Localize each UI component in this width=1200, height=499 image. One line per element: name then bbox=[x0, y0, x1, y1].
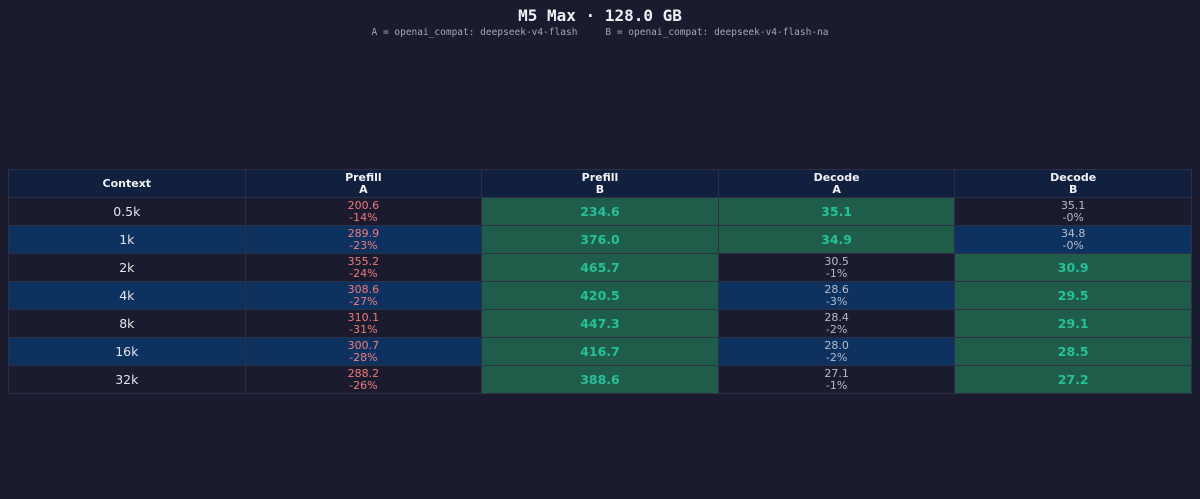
cell-delta: -14% bbox=[349, 210, 378, 224]
context-cell: 16k bbox=[8, 337, 246, 366]
cell-delta: -26% bbox=[349, 378, 378, 392]
context-cell: 0.5k bbox=[8, 197, 246, 226]
column-header-label: Prefill bbox=[581, 170, 619, 184]
context-cell: 2k bbox=[8, 253, 246, 282]
table-row: 32k 288.2 -26% 388.6 27.1 -1% 27.2 bbox=[8, 365, 1192, 394]
cell-delta: -31% bbox=[349, 322, 378, 336]
prefill-b-cell: 376.0 bbox=[481, 225, 719, 254]
column-header-sublabel: A bbox=[832, 182, 841, 196]
decode-a-cell: 28.0 -2% bbox=[717, 337, 956, 366]
prefill-a-cell: 355.2 -24% bbox=[244, 253, 483, 282]
prefill-a-cell: 300.7 -28% bbox=[244, 337, 483, 366]
decode-a-cell: 27.1 -1% bbox=[717, 365, 956, 394]
prefill-b-cell: 420.5 bbox=[481, 281, 719, 310]
column-header-prefill-a: Prefill A bbox=[244, 169, 483, 198]
cell-delta: -0% bbox=[1062, 210, 1084, 224]
column-header-prefill-b: Prefill B bbox=[481, 169, 719, 198]
cell-value: 200.6 bbox=[347, 198, 380, 212]
column-header-sublabel: A bbox=[359, 182, 368, 196]
prefill-b-cell: 234.6 bbox=[481, 197, 719, 226]
table-row: 2k 355.2 -24% 465.7 30.5 -1% 30.9 bbox=[8, 253, 1192, 282]
prefill-a-cell: 310.1 -31% bbox=[244, 309, 483, 338]
decode-b-cell: 30.9 bbox=[954, 253, 1192, 282]
context-cell: 8k bbox=[8, 309, 246, 338]
table-row: 1k 289.9 -23% 376.0 34.9 34.8 -0% bbox=[8, 225, 1192, 254]
decode-b-cell: 29.5 bbox=[954, 281, 1192, 310]
cell-delta: -24% bbox=[349, 266, 378, 280]
cell-value: 35.1 bbox=[1060, 198, 1086, 212]
context-cell: 4k bbox=[8, 281, 246, 310]
column-header-sublabel: B bbox=[595, 182, 605, 196]
decode-a-cell: 28.6 -3% bbox=[717, 281, 956, 310]
benchmark-table: Context Prefill A Prefill B Decode A Decode B 0.… bbox=[8, 169, 1192, 394]
decode-b-cell: 29.1 bbox=[954, 309, 1192, 338]
decode-b-cell: 35.1 -0% bbox=[954, 197, 1192, 226]
context-cell: 32k bbox=[8, 365, 246, 394]
decode-a-cell: 34.9 bbox=[717, 225, 956, 254]
cell-delta: -1% bbox=[825, 266, 848, 280]
cell-delta: -2% bbox=[825, 322, 848, 336]
cell-value: 30.5 bbox=[824, 254, 849, 268]
column-header-context: Context bbox=[8, 169, 246, 198]
cell-value: 34.8 bbox=[1060, 226, 1086, 240]
prefill-b-cell: 465.7 bbox=[481, 253, 719, 282]
column-header-label: Context bbox=[102, 176, 152, 190]
cell-delta: -1% bbox=[825, 378, 848, 392]
page-title: M5 Max · 128.0 GB bbox=[518, 6, 682, 25]
decode-b-cell: 28.5 bbox=[954, 337, 1192, 366]
cell-value: 288.2 bbox=[347, 366, 380, 380]
cell-delta: -3% bbox=[825, 294, 848, 308]
table-row: 4k 308.6 -27% 420.5 28.6 -3% 29.5 bbox=[8, 281, 1192, 310]
table-row: 8k 310.1 -31% 447.3 28.4 -2% 29.1 bbox=[8, 309, 1192, 338]
column-header-decode-b: Decode B bbox=[954, 169, 1192, 198]
cell-delta: -27% bbox=[349, 294, 378, 308]
cell-delta: -0% bbox=[1062, 238, 1084, 252]
prefill-a-cell: 288.2 -26% bbox=[244, 365, 483, 394]
prefill-b-cell: 388.6 bbox=[481, 365, 719, 394]
table-body: 0.5k 200.6 -14% 234.6 35.1 35.1 -0% 1k 289.9 -23%… bbox=[8, 197, 1192, 394]
column-header-decode-a: Decode A bbox=[717, 169, 956, 198]
cell-value: 28.6 bbox=[824, 282, 849, 296]
cell-delta: -2% bbox=[825, 350, 848, 364]
legend-a: A = openai_compat: deepseek-v4-flash bbox=[371, 27, 578, 38]
cell-value: 28.0 bbox=[824, 338, 849, 352]
column-header-label: Prefill bbox=[345, 170, 382, 184]
header-row: Context Prefill A Prefill B Decode A Decode B bbox=[8, 169, 1192, 198]
decode-b-cell: 34.8 -0% bbox=[954, 225, 1192, 254]
context-cell: 1k bbox=[8, 225, 246, 254]
prefill-b-cell: 447.3 bbox=[481, 309, 719, 338]
table-row: 0.5k 200.6 -14% 234.6 35.1 35.1 -0% bbox=[8, 197, 1192, 226]
column-header-label: Decode bbox=[1050, 170, 1097, 184]
prefill-a-cell: 289.9 -23% bbox=[244, 225, 483, 254]
cell-value: 28.4 bbox=[824, 310, 849, 324]
cell-value: 27.1 bbox=[824, 366, 849, 380]
cell-value: 300.7 bbox=[347, 338, 380, 352]
cell-value: 355.2 bbox=[347, 254, 380, 268]
column-header-sublabel: B bbox=[1068, 182, 1078, 196]
prefill-a-cell: 200.6 -14% bbox=[244, 197, 483, 226]
cell-delta: -23% bbox=[349, 238, 378, 252]
cell-value: 289.9 bbox=[347, 226, 380, 240]
cell-value: 308.6 bbox=[347, 282, 380, 296]
column-header-label: Decode bbox=[813, 170, 860, 184]
prefill-a-cell: 308.6 -27% bbox=[244, 281, 483, 310]
table-row: 16k 300.7 -28% 416.7 28.0 -2% 28.5 bbox=[8, 337, 1192, 366]
decode-b-cell: 27.2 bbox=[954, 365, 1192, 394]
cell-value: 310.1 bbox=[347, 310, 380, 324]
cell-delta: -28% bbox=[349, 350, 378, 364]
legend-b: B = openai_compat: deepseek-v4-flash-na bbox=[605, 27, 829, 38]
prefill-b-cell: 416.7 bbox=[481, 337, 719, 366]
decode-a-cell: 28.4 -2% bbox=[717, 309, 956, 338]
decode-a-cell: 30.5 -1% bbox=[717, 253, 956, 282]
legend-subtitle: A = openai_compat: deepseek-v4-flash B = … bbox=[0, 27, 1200, 38]
decode-a-cell: 35.1 bbox=[717, 197, 956, 226]
